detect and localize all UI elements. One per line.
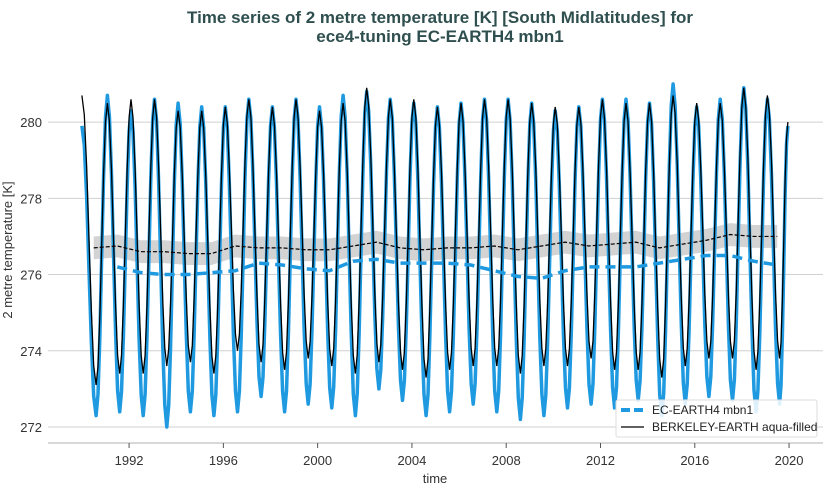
y-axis-label: 2 metre temperature [K] <box>0 181 15 318</box>
legend-box <box>615 399 818 438</box>
y-tick-label: 272 <box>20 420 42 435</box>
x-tick-label: 2020 <box>775 453 804 468</box>
legend-label-ec-earth: EC-EARTH4 mbn1 <box>652 403 753 417</box>
x-tick-label: 2016 <box>680 453 709 468</box>
legend-label-berkeley: BERKELEY-EARTH aqua-filled <box>652 420 817 434</box>
series-berkeley-monthly <box>81 87 789 386</box>
x-tick-label: 2008 <box>492 453 521 468</box>
x-tick-label: 1996 <box>209 453 238 468</box>
x-tick-label: 2012 <box>586 453 615 468</box>
x-tick-label: 1992 <box>115 453 144 468</box>
y-tick-label: 278 <box>20 191 42 206</box>
x-tick-label: 2000 <box>303 453 332 468</box>
y-tick-label: 276 <box>20 268 42 283</box>
y-tick-label: 280 <box>20 115 42 130</box>
series-berkeley-annual-mean <box>93 233 778 255</box>
legend: EC-EARTH4 mbn1 BERKELEY-EARTH aqua-fille… <box>615 399 818 438</box>
chart-title-line1: Time series of 2 metre temperature [K] [… <box>187 8 693 27</box>
chart-title-line2: ece4-tuning EC-EARTH4 mbn1 <box>316 27 563 46</box>
y-tick-label: 274 <box>20 344 42 359</box>
x-axis-label: time <box>423 471 448 486</box>
x-tick-label: 2004 <box>397 453 426 468</box>
